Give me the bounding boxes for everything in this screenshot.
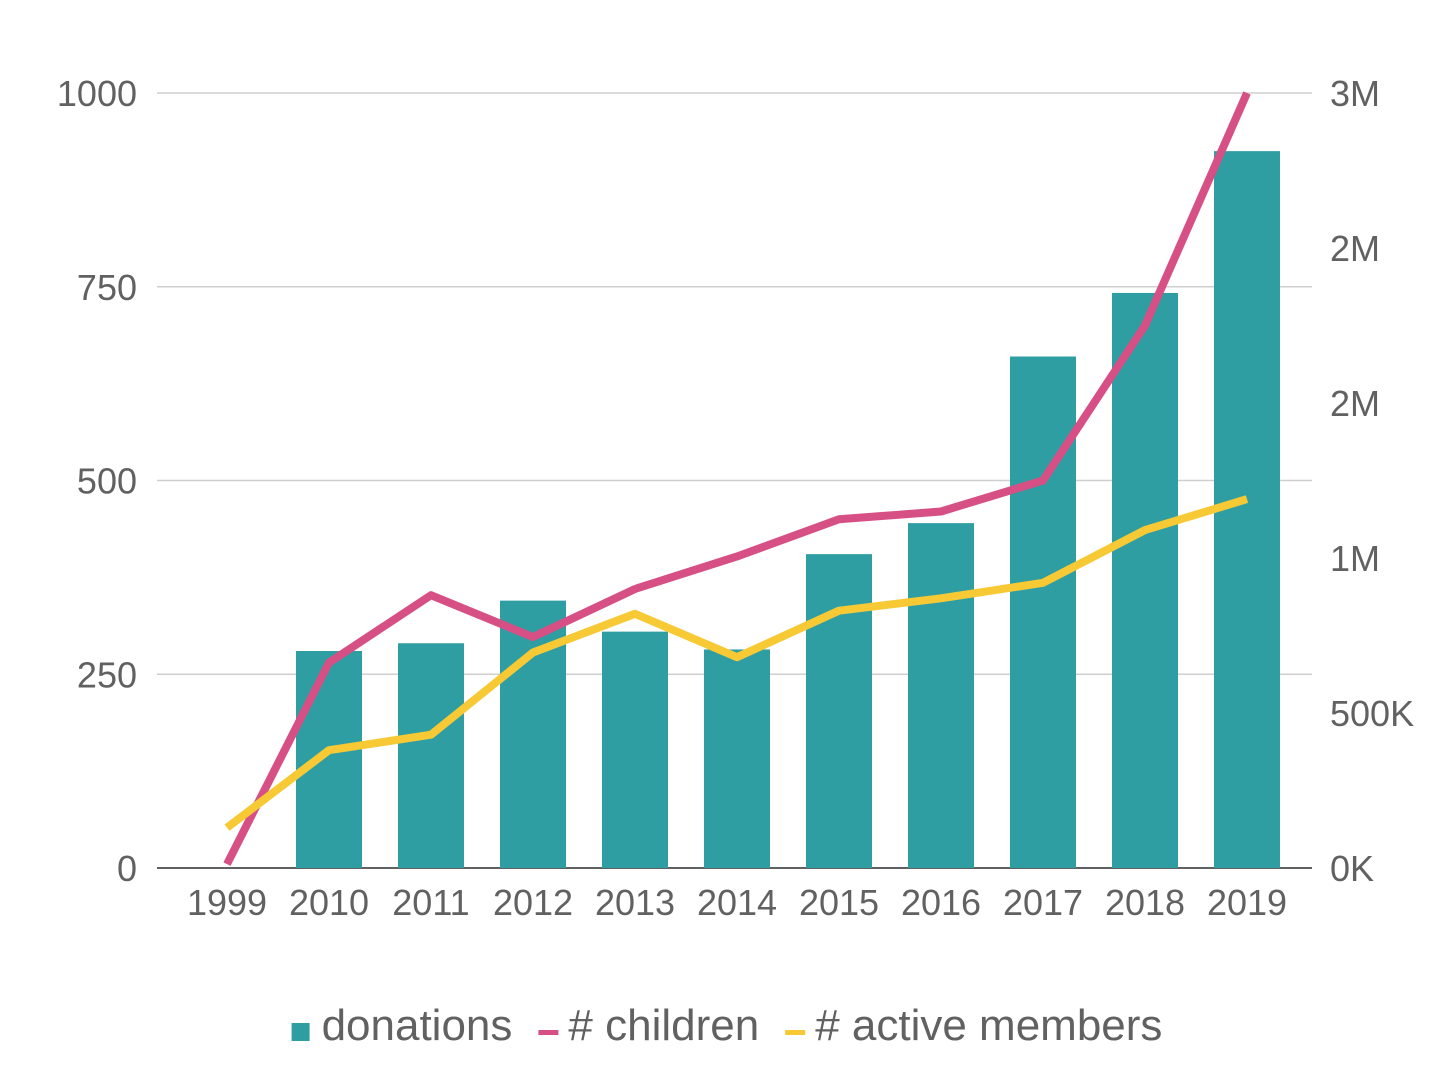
line-children	[223, 91, 1251, 866]
y-left-tick-label: 1000	[57, 73, 137, 114]
x-tick-label: 2013	[595, 882, 675, 923]
legend-item-active-members: # active members	[785, 1001, 1162, 1050]
legend-label-children: # children	[568, 1001, 759, 1050]
line-active-members	[224, 495, 1249, 831]
x-tick-label: 2015	[799, 882, 879, 923]
y-axis-right: 0K 500K 1M 2M 2M 3M	[1330, 73, 1414, 889]
y-axis-left: 0 250 500 750 1000	[57, 73, 137, 889]
bar-2018	[1112, 292, 1178, 868]
x-tick-label: 2018	[1105, 882, 1185, 923]
x-tick-label: 1999	[187, 882, 267, 923]
y-right-tick-label: 0K	[1330, 848, 1374, 889]
bar-series-donations	[296, 151, 1280, 868]
line-series-group	[223, 91, 1251, 866]
x-tick-label: 2011	[392, 882, 469, 923]
bar-2015	[806, 554, 872, 868]
legend-label-donations: donations	[322, 1001, 513, 1050]
x-tick-label: 2010	[289, 882, 369, 923]
y-left-tick-label: 500	[77, 461, 137, 502]
x-tick-label: 2019	[1207, 882, 1287, 923]
y-left-tick-label: 0	[117, 848, 137, 889]
bar-2016	[908, 523, 974, 868]
y-left-tick-label: 750	[77, 267, 137, 308]
y-right-tick-label: 2M	[1330, 383, 1380, 424]
bar-2011	[398, 643, 464, 868]
x-tick-label: 2017	[1003, 882, 1083, 923]
legend-label-active-members: # active members	[815, 1001, 1162, 1050]
x-tick-label: 2012	[493, 882, 573, 923]
x-tick-label: 2014	[697, 882, 777, 923]
x-tick-label: 2016	[901, 882, 981, 923]
y-right-tick-label: 3M	[1330, 73, 1380, 114]
y-right-tick-label: 2M	[1330, 228, 1380, 269]
bar-2017	[1010, 356, 1076, 868]
x-axis: 1999 2010 2011 2012 2013 2014 2015 2016 2017 2018…	[187, 882, 1287, 923]
bar-2010	[296, 651, 362, 868]
legend: donations # children # active members	[291, 1001, 1162, 1050]
legend-swatch-children	[538, 1030, 559, 1035]
y-left-tick-label: 250	[77, 654, 137, 695]
legend-item-donations: donations	[291, 1001, 513, 1050]
bar-2014	[704, 649, 770, 868]
bar-2013	[602, 631, 668, 868]
y-right-tick-label: 500K	[1330, 693, 1414, 734]
legend-swatch-donations	[291, 1023, 310, 1041]
y-right-tick-label: 1M	[1330, 538, 1380, 579]
legend-item-children: # children	[538, 1001, 759, 1050]
legend-swatch-active-members	[785, 1030, 806, 1035]
